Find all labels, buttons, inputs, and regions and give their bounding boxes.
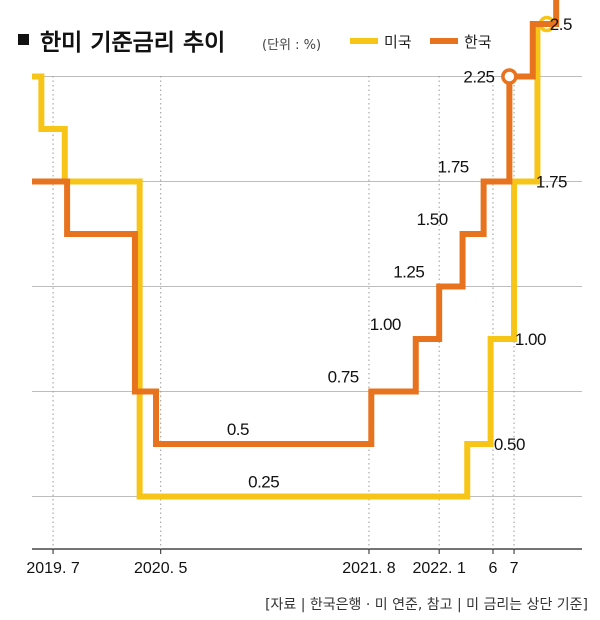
series	[32, 0, 560, 500]
data-label: 0.75	[328, 368, 359, 387]
data-label: 1.00	[515, 330, 546, 349]
x-tick-label: 6	[489, 560, 498, 577]
x-tick-label: 2019. 7	[26, 560, 79, 577]
series-point-marker	[501, 68, 518, 85]
x-tick-label: 2020. 5	[134, 560, 187, 577]
data-label: 2.25	[463, 68, 494, 87]
data-label: 1.50	[417, 210, 448, 229]
legend-label-kr: 한국	[464, 33, 492, 51]
source-note: [자료 | 한국은행 · 미 연준, 참고 | 미 금리는 상단 기준]	[265, 597, 588, 613]
data-label: 0.25	[248, 473, 279, 492]
legend-swatch-us	[350, 38, 378, 44]
data-label: 2.5	[550, 15, 572, 34]
chart-title: 한미 기준금리 추이	[40, 30, 225, 56]
data-labels: 0.25 0.5 0.75 1.00 1.25 1.50 1.75 2.25 2.5 0.50 1.…	[227, 15, 573, 492]
legend-swatch-kr	[430, 38, 458, 44]
grid	[32, 76, 582, 550]
title-square-icon	[18, 34, 29, 45]
data-label: 1.25	[393, 263, 424, 282]
data-label: 0.5	[227, 420, 249, 439]
x-tick-label: 2022. 1	[412, 560, 465, 577]
unit-label: (단위 : %)	[262, 38, 321, 53]
data-label: 1.75	[536, 173, 567, 192]
legend-label-us: 미국	[384, 33, 412, 51]
x-tick-label: 2021. 8	[342, 560, 395, 577]
series-line-0	[32, 21, 547, 500]
data-label: 1.00	[370, 315, 401, 334]
data-label: 1.75	[438, 158, 469, 177]
data-label: 0.50	[494, 435, 525, 454]
x-tick-label: 7	[510, 560, 519, 577]
series-line-1	[32, 0, 560, 447]
